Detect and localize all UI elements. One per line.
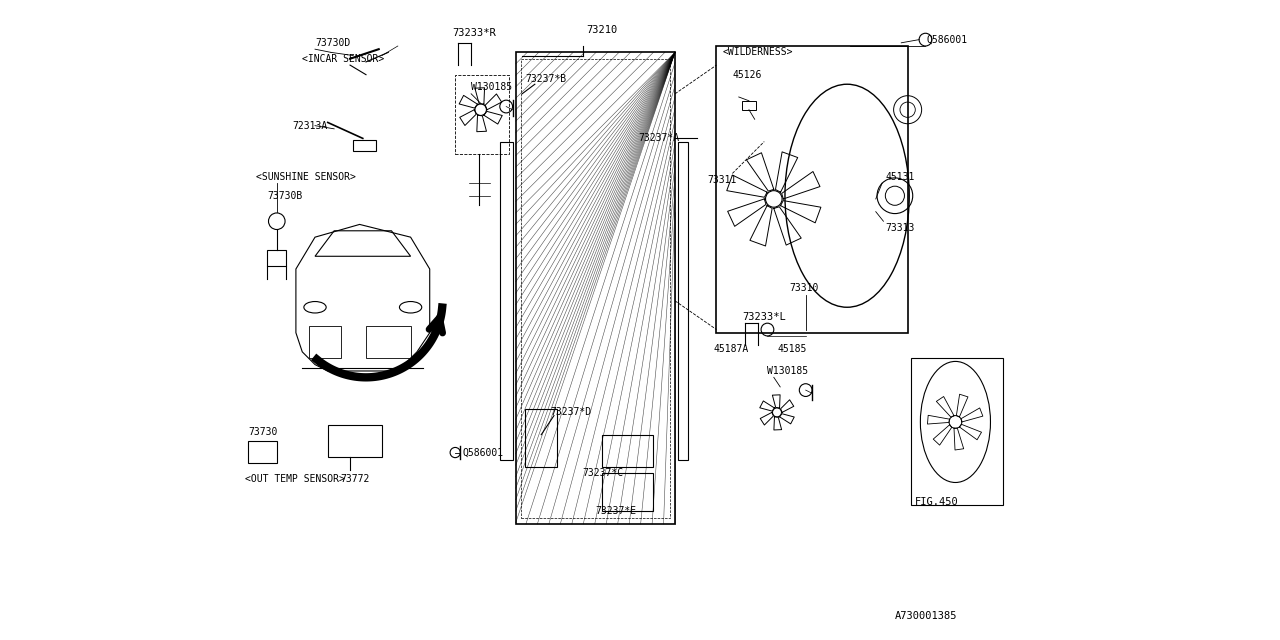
Text: <SUNSHINE SENSOR>: <SUNSHINE SENSOR> [256, 172, 356, 182]
Text: 73237*D: 73237*D [550, 408, 591, 417]
Bar [678, 141, 687, 460]
Text: 45126: 45126 [732, 70, 762, 79]
Bar [521, 59, 669, 518]
Text: 73237*C: 73237*C [582, 468, 623, 478]
Text: 73237*E: 73237*E [595, 506, 636, 516]
Bar [499, 141, 512, 460]
Bar [328, 425, 381, 457]
Text: A730001385: A730001385 [895, 611, 957, 621]
Text: 73730D: 73730D [315, 38, 351, 48]
Text: <INCAR SENSOR>: <INCAR SENSOR> [302, 54, 384, 64]
Text: Q586001: Q586001 [927, 35, 968, 45]
Bar [353, 140, 375, 151]
Text: 73310: 73310 [790, 283, 819, 293]
Text: 45185: 45185 [777, 344, 806, 354]
Text: W130185: W130185 [471, 83, 512, 92]
Bar [268, 250, 287, 266]
Bar [602, 435, 653, 467]
Text: 45131: 45131 [886, 172, 915, 182]
Text: 73730: 73730 [248, 426, 278, 436]
Text: <OUT TEMP SENSOR>: <OUT TEMP SENSOR> [244, 474, 344, 484]
Text: 45187A: 45187A [713, 344, 749, 354]
Text: 73233*L: 73233*L [742, 312, 786, 322]
Text: FIG.450: FIG.450 [915, 497, 959, 507]
Text: 73730B: 73730B [268, 191, 302, 201]
Text: <WILDERNESS>: <WILDERNESS> [723, 47, 794, 58]
Text: 73233*R: 73233*R [452, 28, 495, 38]
Bar [248, 441, 276, 463]
Bar [742, 100, 756, 109]
Text: 73237*B: 73237*B [525, 74, 567, 84]
Bar [525, 409, 557, 467]
Text: 73772: 73772 [340, 474, 370, 484]
Text: 73311: 73311 [707, 175, 736, 185]
Bar [516, 52, 675, 524]
Text: 72313A: 72313A [293, 121, 328, 131]
Text: Q586001: Q586001 [463, 447, 504, 458]
Bar [911, 358, 1004, 505]
Text: 73237*A: 73237*A [639, 133, 680, 143]
Bar [456, 75, 509, 154]
Text: 73210: 73210 [586, 25, 617, 35]
Bar [602, 473, 653, 511]
Text: W130185: W130185 [768, 366, 809, 376]
Text: 73313: 73313 [886, 223, 915, 232]
Bar [717, 46, 908, 333]
